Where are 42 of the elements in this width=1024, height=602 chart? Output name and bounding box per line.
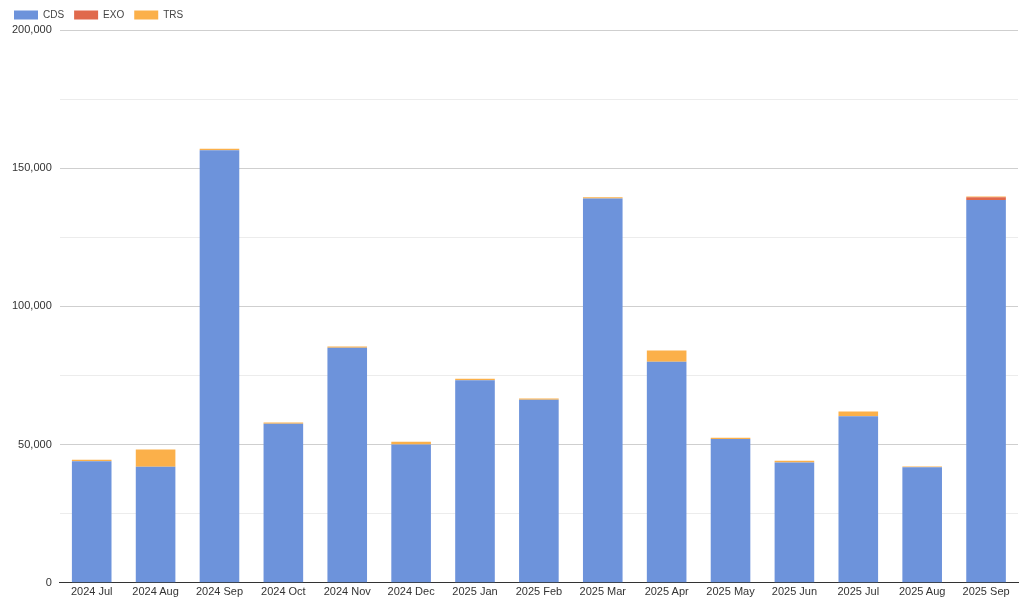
- x-tick-label: 2025 Jul: [837, 585, 880, 598]
- x-tick-label: 2024 Nov: [323, 585, 372, 598]
- x-tick-label: 2025 May: [706, 585, 756, 598]
- x-tick-label: 2024 Jul: [70, 585, 113, 598]
- x-tick-label: 2025 Jun: [771, 585, 818, 598]
- bar: [646, 350, 687, 362]
- bar: [327, 347, 368, 583]
- bar: [391, 441, 431, 445]
- legend-label: CDS: [43, 8, 65, 20]
- x-tick-label: 2025 Jan: [452, 585, 498, 598]
- x-tick-label: 2024 Dec: [387, 585, 436, 598]
- x-tick-label: 2025 Apr: [644, 585, 689, 598]
- x-tick-label: 2025 Feb: [515, 585, 563, 598]
- bar: [391, 444, 431, 583]
- bar: [710, 439, 751, 583]
- bar: [263, 423, 304, 583]
- y-tick-label: 200,000: [12, 23, 52, 36]
- x-tick-label: 2025 Sep: [962, 585, 1010, 598]
- bar: [199, 150, 240, 583]
- bar: [455, 380, 495, 583]
- x-tick-label: 2024 Sep: [195, 585, 244, 598]
- bar: [838, 416, 879, 583]
- bar: [135, 466, 176, 583]
- bar: [582, 198, 623, 583]
- y-tick-label: 50,000: [18, 437, 52, 450]
- y-tick-label: 0: [45, 575, 52, 588]
- y-tick-label: 100,000: [12, 299, 52, 312]
- bar: [902, 467, 942, 583]
- bar: [838, 411, 879, 417]
- x-tick-label: 2024 Aug: [132, 585, 179, 598]
- bar: [71, 461, 112, 583]
- x-tick-label: 2025 Aug: [898, 585, 946, 598]
- bar: [135, 449, 176, 467]
- bar: [519, 399, 559, 583]
- y-tick-label: 150,000: [12, 161, 52, 174]
- x-tick-label: 2024 Oct: [261, 585, 306, 598]
- legend-label: EXO: [103, 8, 125, 20]
- legend-label: TRS: [163, 8, 184, 20]
- bar: [646, 361, 687, 583]
- x-tick-label: 2025 Mar: [579, 585, 627, 598]
- bar: [966, 199, 1006, 583]
- bar: [774, 462, 815, 583]
